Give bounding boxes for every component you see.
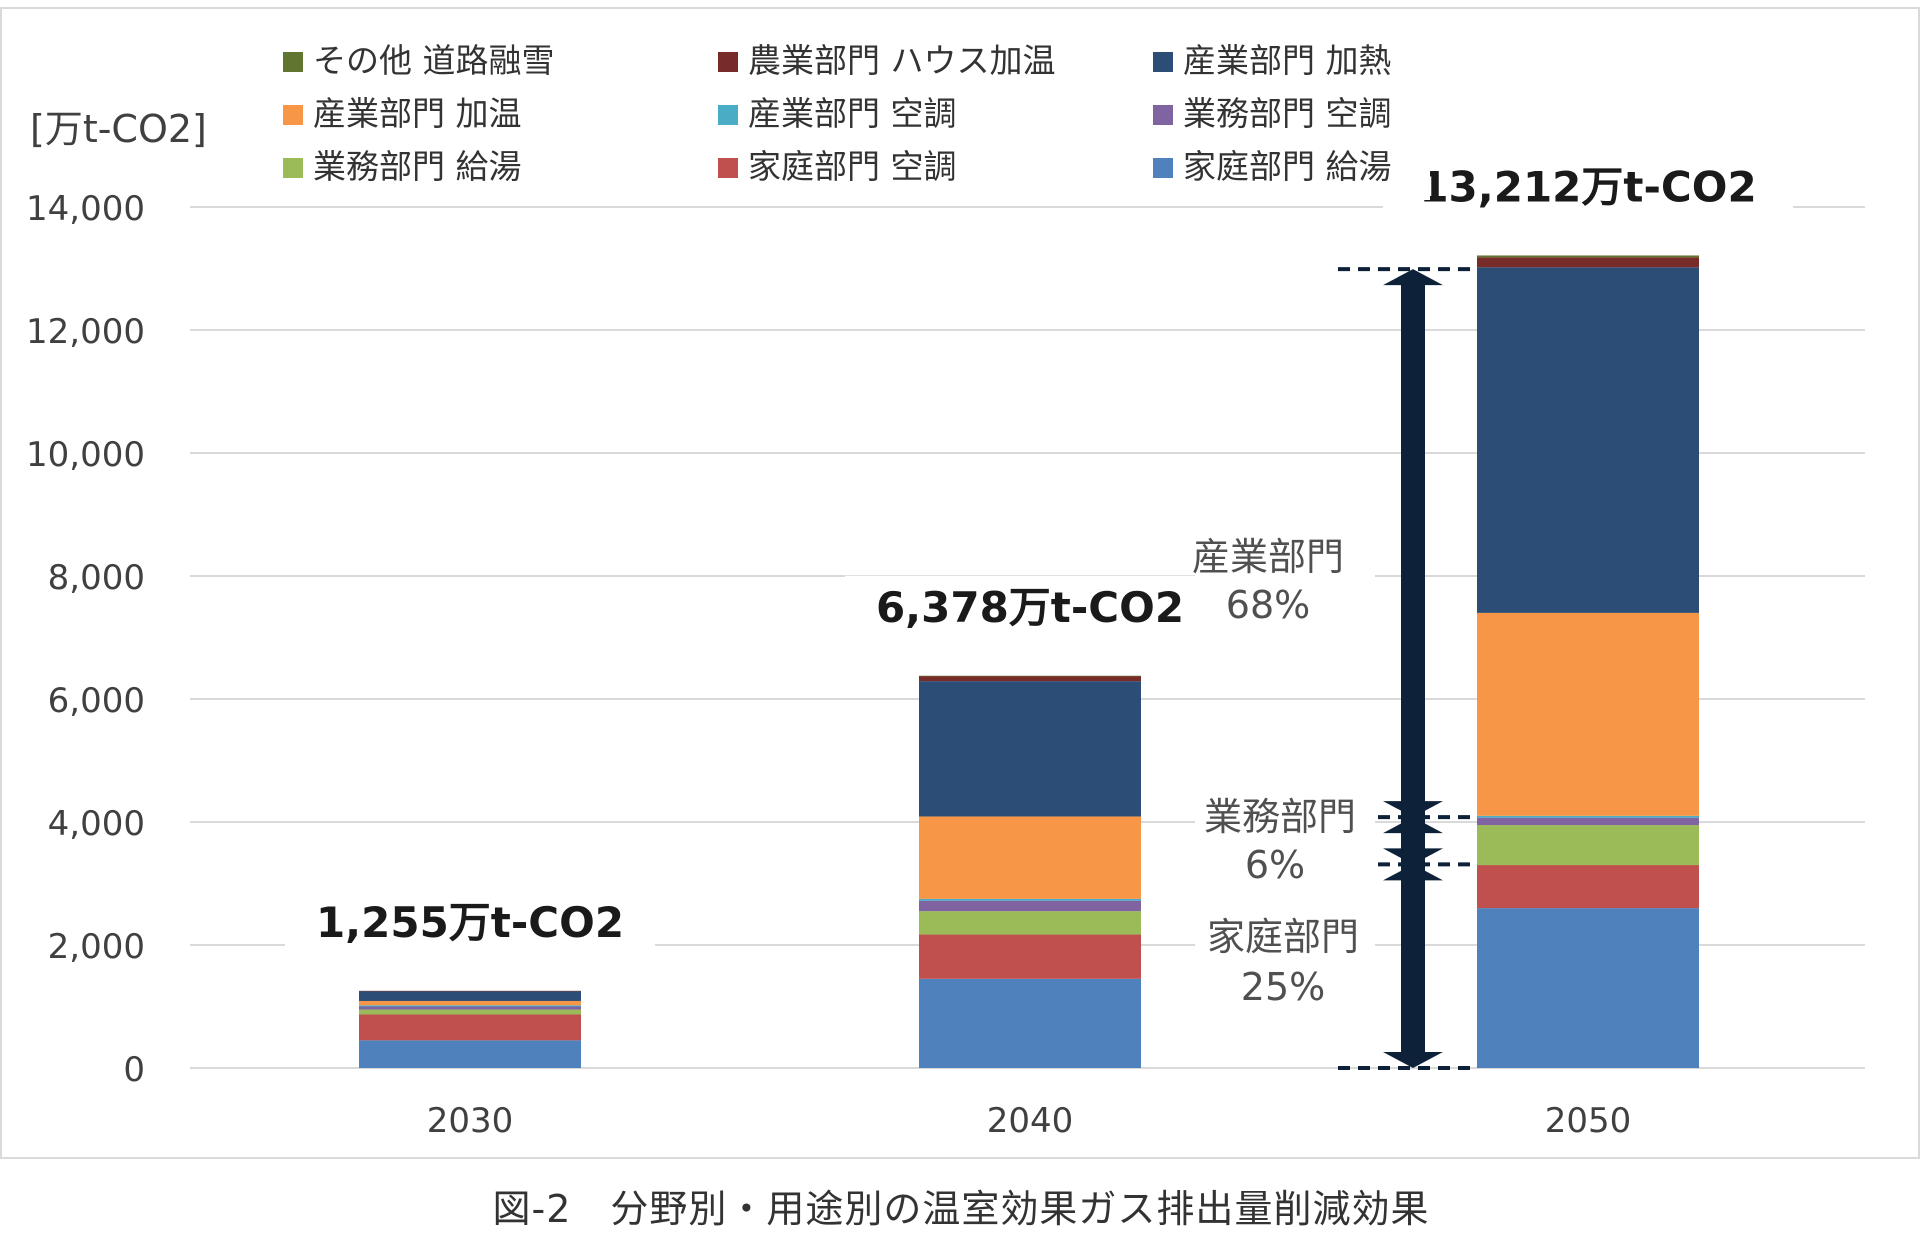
- y-tick-label: 4,000: [48, 804, 145, 844]
- legend: その他 道路融雪 農業部門 ハウス加温 産業部門 加熱産業部門 加温 産業部門 空調業…: [270, 40, 1430, 200]
- bar-segment: [359, 1006, 581, 1010]
- legend-swatch: [718, 105, 738, 125]
- industry-pct: 68%: [1226, 583, 1310, 627]
- y-tick-label: 6,000: [48, 681, 145, 721]
- bar-segment: [359, 1040, 581, 1068]
- bar-segment: [1477, 817, 1699, 826]
- bars: 1,255万t-CO2 6,378万t-CO2 13,212万t-CO2: [285, 155, 1793, 1068]
- legend-label: 業務部門 空調: [1183, 94, 1392, 133]
- total-label: 1,255万t-CO2: [316, 898, 624, 947]
- bar-segment: [919, 900, 1141, 912]
- annotation-bg: [1195, 790, 1375, 890]
- y-tick-label: 8,000: [48, 558, 145, 598]
- bar-segment: [1477, 267, 1699, 613]
- bar-segment: [359, 990, 581, 992]
- household-label: 家庭部門: [1207, 915, 1359, 959]
- bar-segment: [919, 681, 1141, 817]
- legend-label: 産業部門 空調: [748, 94, 957, 133]
- annotation-arrowhead: [1383, 864, 1443, 881]
- x-tick-label: 2030: [427, 1101, 514, 1141]
- total-label: 6,378万t-CO2: [876, 583, 1184, 632]
- bar-segment: [359, 1014, 581, 1041]
- bar-segment: [1477, 257, 1699, 268]
- industry-label: 産業部門: [1192, 535, 1344, 579]
- legend-swatch: [718, 158, 738, 178]
- legend-swatch: [718, 52, 738, 72]
- x-axis-ticks: 2030 2040 2050: [427, 1101, 1632, 1141]
- total-label-bg: [285, 890, 655, 947]
- total-label: 13,212万t-CO2: [1419, 162, 1756, 211]
- bar-segment: [1477, 255, 1699, 258]
- legend-label: 家庭部門 空調: [748, 147, 957, 186]
- legend-label: 業務部門 給湯: [313, 147, 522, 186]
- bar-segment: [919, 934, 1141, 979]
- household-pct: 25%: [1241, 965, 1325, 1009]
- total-label-bg: [1383, 155, 1793, 212]
- y-axis-label: [万t-CO2]: [30, 107, 207, 151]
- legend-swatch: [283, 52, 303, 72]
- business-label: 業務部門: [1204, 795, 1356, 839]
- y-tick-label: 12,000: [26, 312, 145, 352]
- legend-bg: [270, 40, 1430, 200]
- bar-segment: [919, 675, 1141, 677]
- legend-label: その他 道路融雪: [313, 41, 555, 80]
- annotation-arrowhead: [1383, 801, 1443, 818]
- bar-segment: [359, 1000, 581, 1006]
- annotation-arrowhead: [1383, 269, 1443, 286]
- y-tick-label: 2,000: [48, 927, 145, 967]
- bar-segment: [1477, 865, 1699, 909]
- bar-segment: [1477, 815, 1699, 818]
- legend-swatch: [283, 158, 303, 178]
- y-axis-ticks: 0 2,000 4,000 6,000 8,000 10,000 12,000 14,000: [26, 189, 145, 1090]
- x-tick-label: 2050: [1545, 1101, 1632, 1141]
- bar-segment: [359, 1005, 581, 1007]
- bar-segment: [919, 676, 1141, 682]
- legend-label: 農業部門 ハウス加温: [748, 41, 1056, 80]
- bar-segment: [919, 898, 1141, 901]
- business-pct: 6%: [1245, 843, 1305, 887]
- legend-swatch: [283, 105, 303, 125]
- bar-segment: [1477, 612, 1699, 816]
- annotation-bg: [1195, 535, 1375, 625]
- chart-frame: 0 2,000 4,000 6,000 8,000 10,000 12,000 14,000 …: [0, 7, 1920, 1159]
- bar-segment: [919, 911, 1141, 935]
- bar-segment: [919, 978, 1141, 1068]
- bar-segment: [919, 816, 1141, 899]
- legend-swatch: [1153, 52, 1173, 72]
- figure-caption: 図-2 分野別・用途別の温室効果ガス排出量削減効果: [492, 1187, 1430, 1231]
- annotation-bg: [1195, 915, 1375, 1015]
- annotation-arrowhead: [1383, 848, 1443, 865]
- legend-swatch: [1153, 158, 1173, 178]
- total-label-bg: [845, 575, 1215, 632]
- stacked-bar-chart: 02,0004,0006,0008,00010,00012,00014,000 …: [0, 7, 1920, 1159]
- legend-label: 産業部門 加熱: [1183, 41, 1392, 80]
- legend-label: 家庭部門 給湯: [1183, 147, 1392, 186]
- bar-segment: [359, 1009, 581, 1015]
- y-tick-label: 0: [123, 1050, 145, 1090]
- annotation-arrowhead: [1383, 1052, 1443, 1068]
- y-tick-label: 14,000: [26, 189, 145, 229]
- legend-label: 産業部門 加温: [313, 94, 522, 133]
- bar-segment: [1477, 908, 1699, 1068]
- legend-swatch: [1153, 105, 1173, 125]
- x-tick-label: 2040: [987, 1101, 1074, 1141]
- annotation-arrowhead: [1383, 817, 1443, 834]
- bar-segment: [1477, 825, 1699, 866]
- y-tick-label: 10,000: [26, 435, 145, 475]
- bar-segment: [359, 991, 581, 1001]
